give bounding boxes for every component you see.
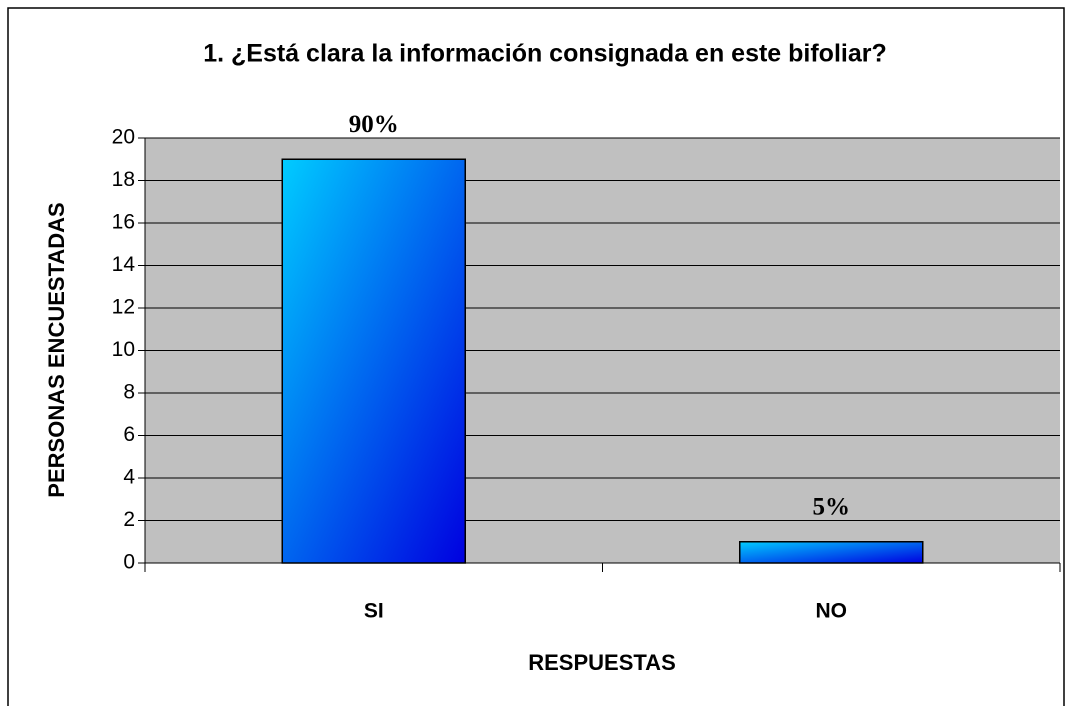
chart-title: 1. ¿Está clara la información consignada… <box>203 40 887 68</box>
y-tick-label: 6 <box>123 423 135 446</box>
y-axis-label: PERSONAS ENCUESTADAS <box>44 202 69 497</box>
bar <box>739 541 924 564</box>
y-tick-label: 10 <box>112 338 135 361</box>
x-axis-label: RESPUESTAS <box>528 650 676 675</box>
x-tick-label: SI <box>364 600 384 623</box>
y-tick-label: 16 <box>112 211 135 234</box>
y-tick-label: 8 <box>123 381 135 404</box>
y-tick-label: 20 <box>112 126 135 149</box>
y-tick-label: 4 <box>123 466 135 489</box>
annotation: 90% <box>349 111 399 138</box>
y-tick-label: 12 <box>112 296 135 319</box>
x-tick-label: NO <box>816 600 848 623</box>
annotation: 5% <box>813 493 851 520</box>
y-tick-label: 18 <box>112 168 135 191</box>
y-tick-label: 14 <box>112 253 136 276</box>
chart-border <box>7 7 1065 706</box>
y-tick-label: 0 <box>123 551 135 574</box>
bar <box>281 158 466 564</box>
y-tick-label: 2 <box>123 508 135 531</box>
